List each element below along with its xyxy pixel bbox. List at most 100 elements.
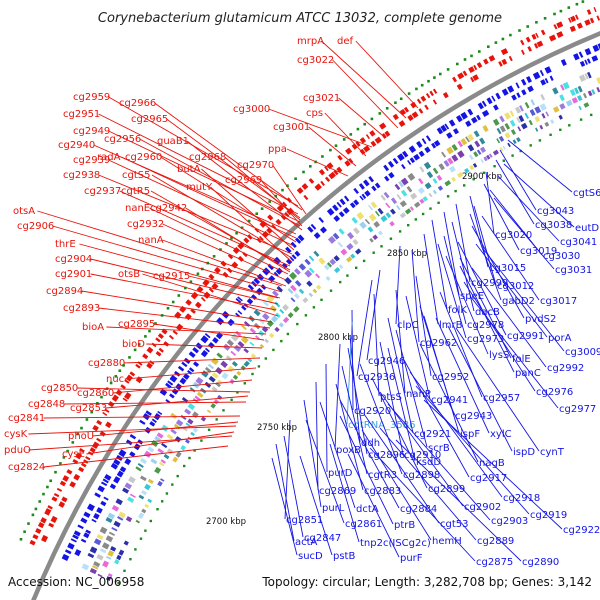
label-leader-line [445,255,489,355]
gc-marker [166,307,170,310]
gene-segment [102,411,108,417]
gene-segment [105,516,113,524]
gene-segment [211,372,219,379]
gene-segment [293,306,300,313]
gene-segment [204,333,211,339]
gene-segment [374,182,381,189]
gene-segment [151,418,157,423]
gene-segment [422,196,428,202]
gene-segment [356,211,365,220]
gene-segment [171,388,179,395]
gene-segment [381,133,387,139]
label-leader-line [341,365,368,475]
gene-segment [147,478,154,485]
gc-marker [519,149,522,153]
gc-marker [123,569,126,572]
gene-segment [318,257,326,265]
tick-label: 2850 kbp [387,249,427,259]
gc-marker [184,286,187,290]
gene-segment [539,69,545,77]
gene-segment [185,439,190,444]
gene-segment [544,121,550,127]
gene-name: ptsS [380,392,402,403]
gene-segment [326,162,334,170]
gene-segment [451,176,457,182]
gc-marker [31,513,35,517]
reverse-gene-label: cg3041 [497,175,597,248]
gene-segment [160,478,165,482]
label-leader-line [443,211,460,296]
reverse-gene-label: cg3012 [473,205,534,292]
gene-name: cgtR5 [121,186,150,197]
gene-segment [350,253,356,259]
gene-segment [236,370,242,376]
gene-segment [483,156,488,162]
gene-segment [577,85,583,93]
label-leader-line [325,363,328,473]
gene-segment [135,363,141,369]
gc-marker [407,92,411,95]
gene-name: cgtS6 [573,188,600,199]
gene-segment [192,427,199,433]
tick-mark: 2800 kbp [318,333,358,343]
gene-segment [127,496,135,503]
gene-segment [549,75,554,81]
reverse-gene-label: lmrB [423,233,463,331]
gc-marker [559,9,563,13]
gene-segment [99,548,107,554]
gene-segment [81,563,90,571]
label-leader-line [481,215,540,301]
gene-segment [488,153,493,158]
reverse-gene-label: cg2999 [455,203,508,289]
gene-segment [565,99,573,107]
gene-segment [476,62,483,69]
gene-segment [215,381,221,388]
gc-marker [518,29,521,32]
gc-marker [117,581,120,585]
gene-name: cg2896 [368,450,405,461]
gene-segment [524,102,530,109]
label-leader-line [469,295,559,409]
gc-marker [470,54,473,58]
gene-segment [469,164,475,171]
gene-segment [87,552,95,559]
gene-name: nuc [106,374,124,385]
gene-segment [432,167,439,175]
gene-segment [540,79,547,86]
forward-gene-label: thrE [55,239,281,299]
gene-segment [333,169,339,176]
forward-gene-label: cg3001 [273,122,357,167]
gene-segment [237,340,245,348]
gene-segment [531,33,537,40]
gc-marker [264,357,267,360]
gene-segment [97,573,103,578]
gene-segment [129,371,136,377]
gene-segment [570,15,577,22]
gene-segment [115,498,123,506]
gc-marker [165,492,169,495]
gene-segment [481,109,490,117]
gene-segment [472,74,479,81]
gene-segment [444,180,452,187]
gene-segment [326,207,335,216]
gene-name: cg2922 [563,525,600,536]
reverse-gene-label: actA [275,443,318,548]
forward-gene-label: cg2966 [119,98,303,211]
gc-marker [257,365,261,368]
gene-segment [548,34,557,42]
label-leader-line [495,159,535,225]
gene-segment [116,470,124,478]
gc-marker [355,266,358,269]
label-leader-line [499,149,537,211]
label-leader-line [447,325,513,452]
gene-segment [501,58,508,66]
gene-segment [592,44,600,52]
gene-segment [491,95,496,102]
gene-name: ksdD [416,457,441,468]
label-leader-line [363,413,440,524]
gene-segment [569,25,576,33]
gc-marker [567,6,571,9]
forward-gene-label: cg2959 [73,92,299,207]
gene-segment [326,262,333,268]
gc-marker-ring [19,0,593,585]
